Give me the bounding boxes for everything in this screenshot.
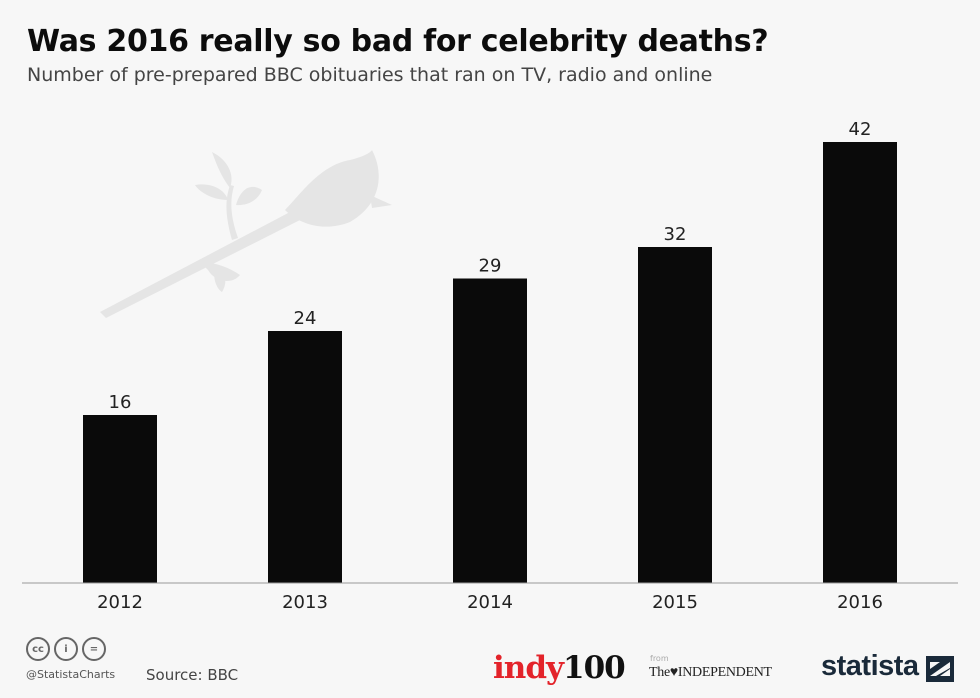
bar-2014 [453, 278, 527, 583]
x-tick-label-2012: 2012 [97, 592, 143, 613]
bar-2012 [83, 415, 157, 583]
nd-icon: = [82, 637, 106, 661]
rose-illustration [100, 150, 392, 318]
bar-2016 [823, 142, 897, 583]
data-label-2015: 32 [664, 224, 687, 245]
by-icon: i [54, 637, 78, 661]
statista-logo: statista [821, 650, 919, 682]
indy-logo-part: indy [493, 650, 564, 686]
source-text: Source: BBC [146, 666, 239, 684]
data-label-2013: 24 [294, 308, 317, 329]
chart-title: Was 2016 really so bad for celebrity dea… [27, 24, 769, 59]
statista-logo-icon [926, 656, 954, 682]
data-label-2014: 29 [479, 256, 502, 277]
bar-2015 [638, 247, 712, 583]
data-label-2016: 42 [849, 119, 872, 140]
x-tick-label-2015: 2015 [652, 592, 698, 613]
data-label-2012: 16 [109, 392, 132, 413]
x-tick-label-2013: 2013 [282, 592, 328, 613]
statista-handle: @StatistaCharts [26, 668, 116, 681]
bar-2013 [268, 331, 342, 583]
x-tick-label-2014: 2014 [467, 592, 513, 613]
from-label: from [650, 654, 669, 663]
cc-icon: cc [26, 637, 50, 661]
chart-subtitle: Number of pre-prepared BBC obituaries th… [27, 64, 713, 86]
license-icons: cc i = [26, 637, 106, 661]
bar-chart: 16 2012 24 2013 29 2014 32 2015 42 2016 [22, 119, 958, 613]
indy100-logo: indy100 [493, 650, 626, 686]
100-logo-part: 100 [563, 650, 626, 686]
independent-logo: The♥INDEPENDENT [649, 665, 772, 680]
x-tick-label-2016: 2016 [837, 592, 883, 613]
